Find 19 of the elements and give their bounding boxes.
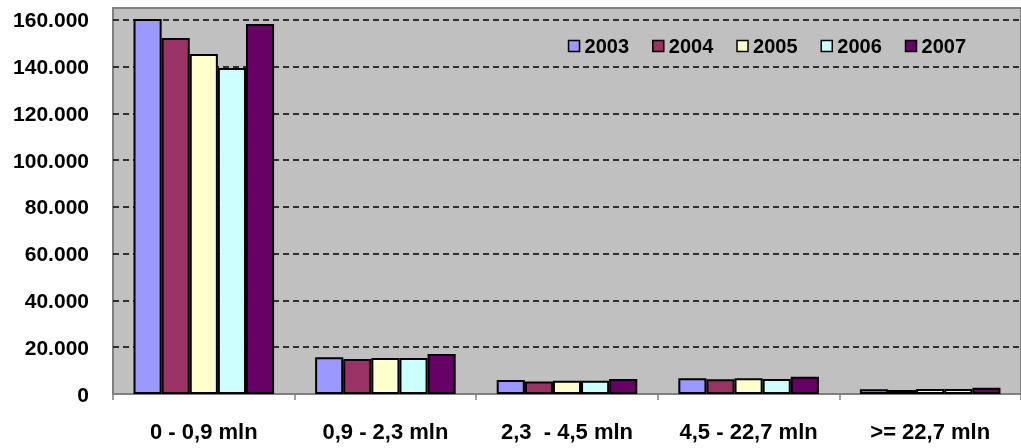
x-tick-label: 0 - 0,9 mln xyxy=(150,418,258,444)
y-tick-label: 40.000 xyxy=(24,288,89,312)
y-tick-label: 120.000 xyxy=(13,101,89,125)
legend-label: 2005 xyxy=(753,35,798,57)
legend-label: 2007 xyxy=(921,35,967,57)
y-tick-label: 0 xyxy=(77,382,89,406)
y-tick-label: 20.000 xyxy=(24,335,89,359)
y-tick-label: 140.000 xyxy=(13,54,89,78)
x-tick-label: 0,9 - 2,3 mln xyxy=(322,418,449,444)
y-tick-label: 100.000 xyxy=(13,148,89,172)
x-tick-label: >= 22,7 mln xyxy=(870,418,991,444)
x-tick-label: 2,3 - 4,5 mln xyxy=(500,418,634,444)
x-tick-label: 4,5 - 22,7 mln xyxy=(679,418,818,444)
legend-label: 2003 xyxy=(584,35,630,57)
y-tick-label: 160.000 xyxy=(13,8,89,32)
legend-label: 2006 xyxy=(837,35,882,57)
legend-label: 2004 xyxy=(668,35,715,57)
y-tick-label: 80.000 xyxy=(24,195,89,219)
y-tick-label: 60.000 xyxy=(24,242,89,266)
